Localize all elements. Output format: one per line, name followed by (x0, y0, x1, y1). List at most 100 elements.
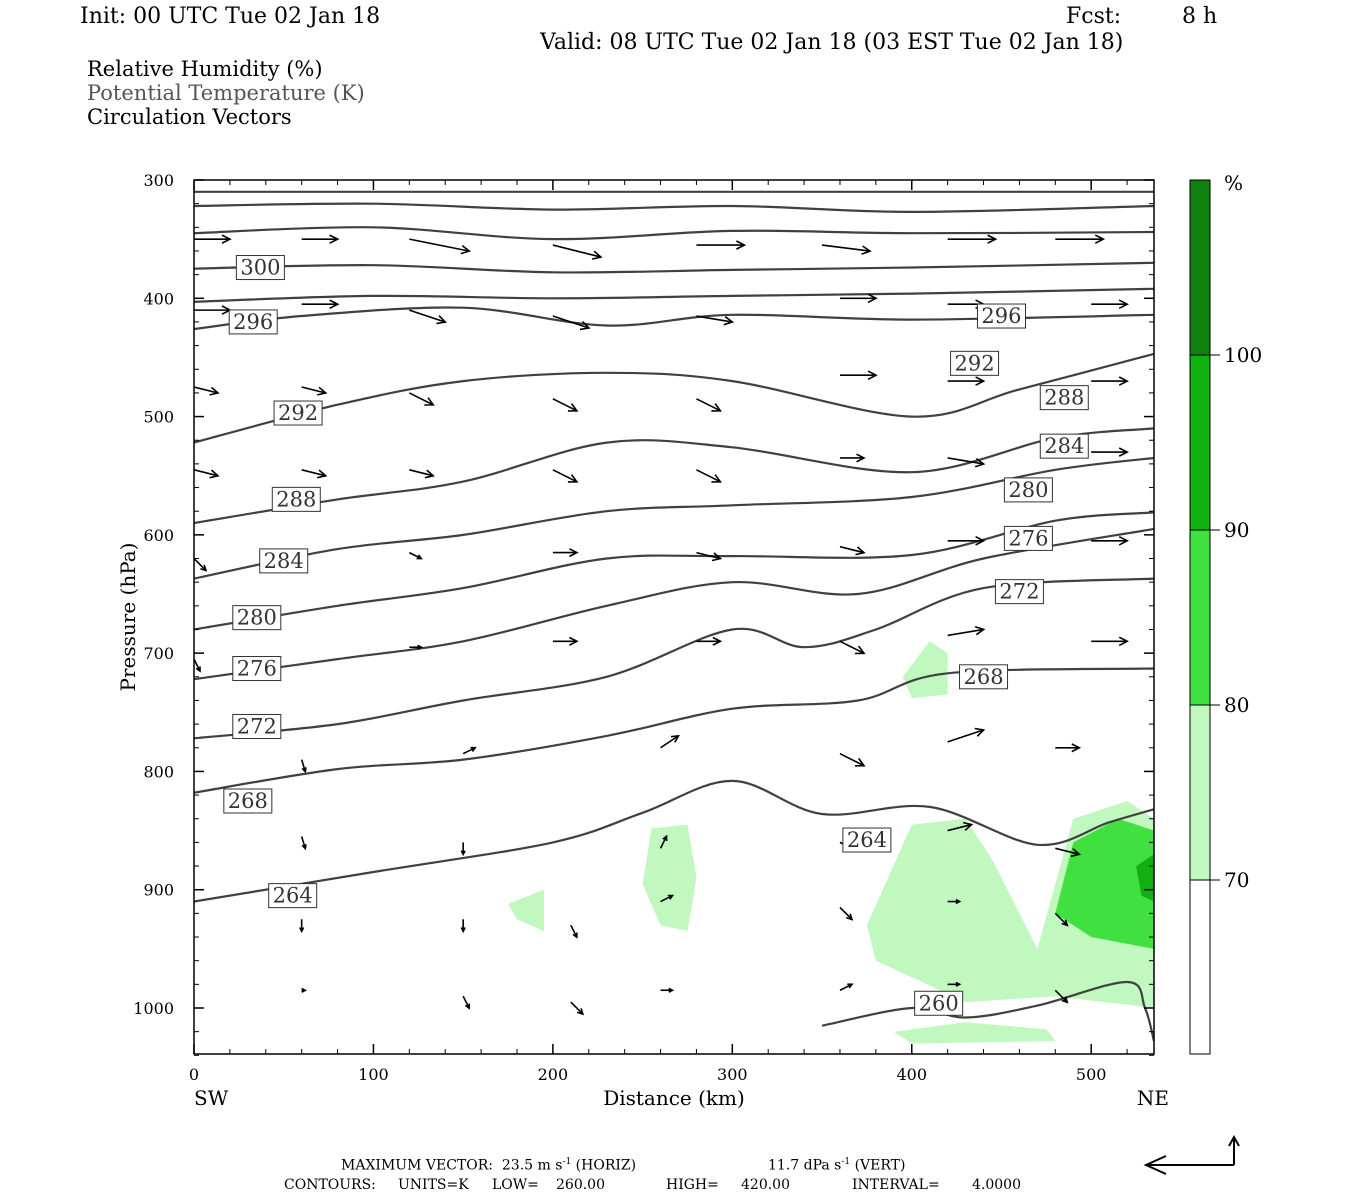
vector-head-20 (711, 403, 722, 412)
vector-arrow-63 (947, 898, 962, 905)
vector-head-64 (1061, 919, 1069, 927)
x-tick-label-100: 100 (358, 1065, 389, 1084)
vector-arrow-17 (301, 386, 328, 396)
vector-head-49 (854, 757, 866, 767)
vector-head-31 (1118, 447, 1129, 457)
vector-head-63 (955, 898, 962, 905)
ne-end-label: NE (1137, 1086, 1169, 1110)
contour-label-box-276-1 (1003, 525, 1053, 551)
theta-contour-upper-1 (194, 202, 1154, 214)
contour-label-box-288-1 (1039, 385, 1089, 411)
vector-shaft-50 (947, 729, 984, 743)
theta-contour-292 (194, 352, 1154, 444)
vector-arrow-42 (696, 636, 723, 646)
vector-arrow-25 (301, 469, 328, 479)
footer-high-value: 420.00 (741, 1177, 790, 1193)
vector-arrow-44 (947, 625, 986, 637)
vector-shaft-64 (1054, 912, 1068, 926)
legend-relative-humidity: Relative Humidity (%) (87, 57, 323, 81)
vector-arrow-32 (194, 557, 208, 572)
y-tick-label-500: 500 (143, 408, 174, 427)
vector-arrow-51 (1055, 743, 1082, 753)
vector-head-10 (436, 315, 447, 325)
vector-shaft-3 (552, 244, 602, 258)
vector-head-46 (301, 767, 307, 774)
vector-head-35 (711, 552, 723, 562)
vector-arrow-41 (552, 636, 579, 646)
colorbar-label-80: 80 (1224, 693, 1249, 717)
vector-head-1 (329, 234, 340, 244)
vector-arrow-45 (1091, 636, 1129, 647)
vector-arrow-0 (194, 234, 232, 244)
contour-label-box-284-0 (259, 548, 309, 574)
vector-arrow-28 (696, 469, 722, 483)
x-tick-label-200: 200 (538, 1065, 569, 1084)
vector-arrow-68 (660, 987, 675, 993)
vector-head-38 (1118, 535, 1129, 546)
vector-shaft-39 (194, 658, 201, 672)
theta-contour-276 (194, 527, 1154, 681)
vector-head-5 (861, 245, 872, 255)
max-vector-label: MAXIMUM VECTOR: (341, 1157, 493, 1174)
vector-shaft-32 (194, 557, 207, 572)
contour-label-292-0: 292 (278, 401, 318, 425)
footer-low-value: 260.00 (556, 1177, 605, 1193)
vector-head-65 (301, 987, 308, 993)
theta-contour-268 (194, 667, 1154, 794)
vector-arrow-7 (1055, 234, 1106, 244)
vert-value: 11.7 dPa s (768, 1157, 842, 1174)
vector-shaft-10 (409, 309, 446, 323)
contour-label-260-0: 260 (919, 991, 959, 1015)
vector-shaft-43 (839, 640, 865, 655)
vector-head-43 (854, 645, 866, 655)
vector-arrow-59 (460, 919, 466, 934)
forecast-hour: 8 h (1182, 4, 1218, 29)
vector-head-67 (576, 1008, 585, 1016)
vector-head-44 (974, 625, 986, 636)
theta-contour-264 (194, 779, 1154, 903)
vector-head-39 (195, 666, 201, 673)
vector-arrow-16 (194, 386, 220, 396)
vector-head-50 (974, 727, 986, 737)
contour-label-box-280-1 (1003, 477, 1053, 503)
contour-label-272-1: 272 (999, 580, 1039, 604)
contour-label-box-276-0 (232, 656, 282, 682)
contour-label-288-1: 288 (1044, 386, 1084, 410)
vector-shaft-67 (570, 1001, 584, 1015)
vector-head-28 (711, 474, 722, 483)
vector-head-45 (1118, 636, 1129, 647)
contour-label-box-264-0 (268, 883, 318, 909)
vector-shaft-30 (947, 457, 984, 465)
contour-label-box-284-1 (1039, 433, 1089, 459)
contour-labels-layer: 296 296 292 292 288 288 284 284 280 280 276 276 272 2… (223, 255, 1089, 1016)
vector-shaft-71 (1054, 989, 1068, 1003)
theta-contours-layer (194, 190, 1154, 1042)
theta-contour-upper-4 (194, 287, 1154, 303)
vector-arrow-61 (660, 894, 675, 903)
vector-head-21 (867, 370, 878, 381)
vector-head-29 (856, 453, 866, 463)
theta-contour-272 (194, 577, 1154, 740)
vector-head-36 (855, 546, 866, 556)
contour-label-268-0: 268 (228, 789, 268, 813)
contour-label-268-1: 268 (963, 665, 1003, 689)
vector-arrow-67 (570, 1001, 585, 1016)
vector-head-60 (572, 932, 578, 939)
vector-shaft-36 (839, 545, 865, 554)
vector-arrow-52 (300, 836, 307, 851)
vector-head-3 (591, 250, 603, 260)
colorbar-segment-0 (1189, 879, 1211, 1055)
vector-shaft-12 (696, 315, 733, 323)
vector-shaft-57 (1055, 847, 1080, 856)
contour-label-264-1: 264 (847, 828, 887, 852)
vector-head-33 (416, 554, 423, 560)
vector-shaft-54 (659, 835, 668, 849)
vector-arrow-12 (696, 315, 735, 326)
vector-head-59 (460, 927, 466, 934)
footer-units: UNITS=K (398, 1177, 469, 1193)
rh-region-80-4 (1055, 818, 1154, 949)
reference-vector-icon (1143, 1134, 1240, 1175)
vector-arrow-43 (839, 640, 866, 655)
valid-time: Valid: 08 UTC Tue 02 Jan 18 (03 EST Tue … (540, 30, 1124, 55)
vector-head-23 (1118, 376, 1129, 386)
